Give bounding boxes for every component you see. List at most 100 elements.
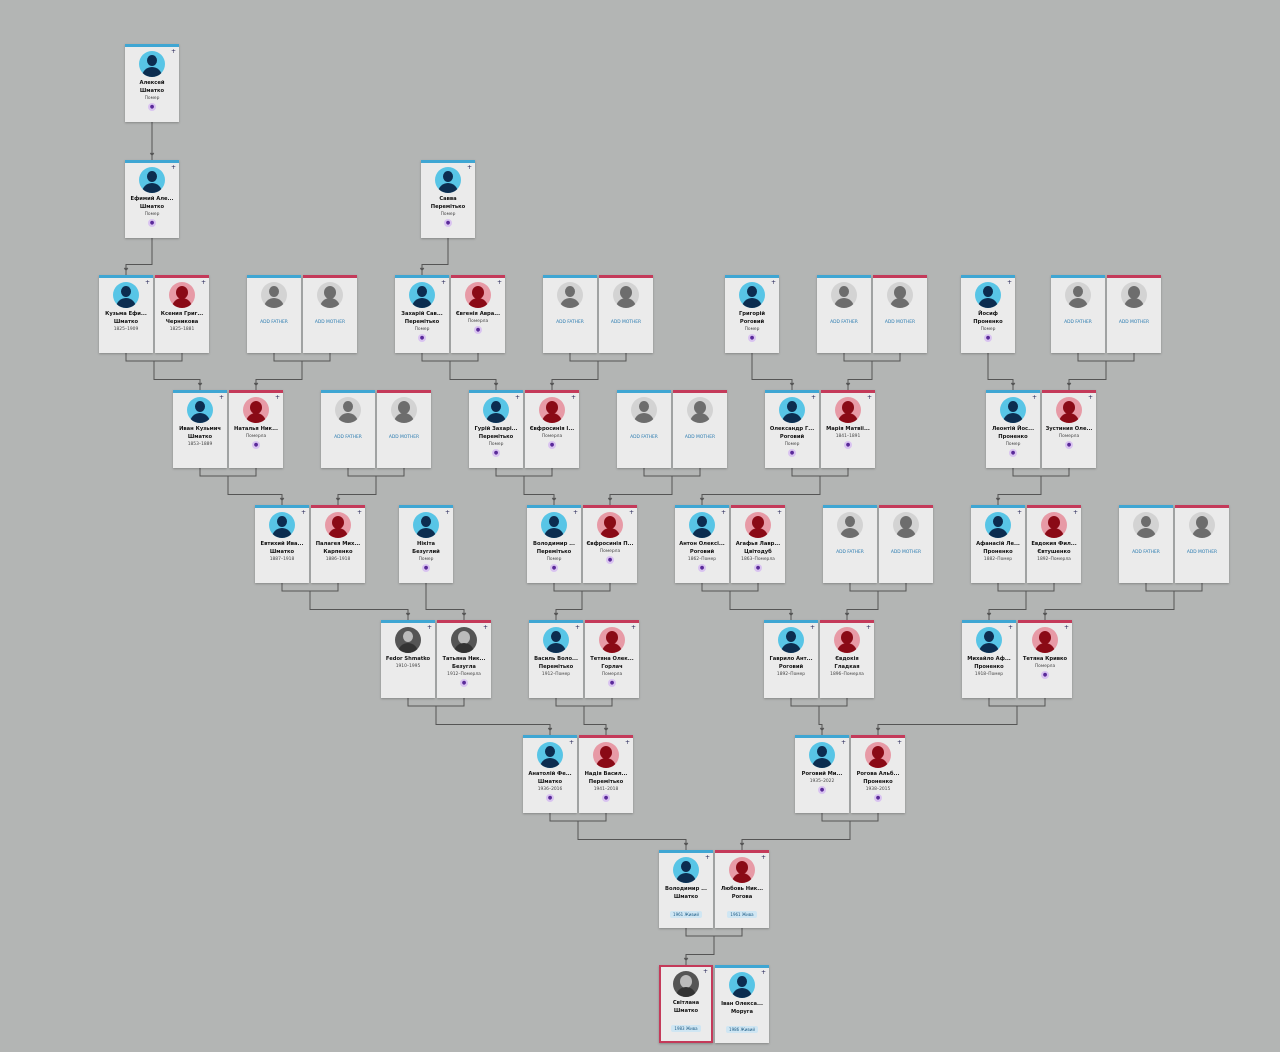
add-mother-card[interactable]: ADD MOTHER [673, 390, 727, 468]
add-relative-icon[interactable]: + [704, 854, 710, 861]
add-father-card[interactable]: ADD FATHER [1051, 275, 1105, 353]
add-relative-icon[interactable]: + [482, 624, 488, 631]
add-relative-icon[interactable]: + [570, 394, 576, 401]
person-card[interactable]: + Кузьма Ефи... Шматко 1825–1909 [99, 275, 153, 353]
person-card[interactable]: + Палагея Мих... Карпенко 1886–1918 [311, 505, 365, 583]
add-relative-icon[interactable]: + [1016, 509, 1022, 516]
person-card[interactable]: + Татьяна Ник... Безугла 1912–Померла ● [437, 620, 491, 698]
person-card[interactable]: + Любовь Ник... Рогова 1961 Жива [715, 850, 769, 928]
add-father-card[interactable]: ADD FATHER [1119, 505, 1173, 583]
add-father-card[interactable]: ADD FATHER [247, 275, 301, 353]
add-mother-card[interactable]: ADD MOTHER [303, 275, 357, 353]
add-father-card[interactable]: ADD FATHER [617, 390, 671, 468]
person-card[interactable]: + Михайло Аф... Проненко 1918–Помер [962, 620, 1016, 698]
add-relative-icon[interactable]: + [630, 624, 636, 631]
person-card[interactable]: + Гурій Захарі... Перемітько Помер ● [469, 390, 523, 468]
add-relative-icon[interactable]: + [440, 279, 446, 286]
add-mother-label[interactable]: ADD MOTHER [1186, 550, 1218, 555]
person-card[interactable]: + Ефимий Але... Шматко Помер ● [125, 160, 179, 238]
add-relative-icon[interactable]: + [356, 509, 362, 516]
add-father-label[interactable]: ADD FATHER [1064, 320, 1092, 325]
person-card[interactable]: + Василь Воло... Перемітько 1912–Помер [529, 620, 583, 698]
person-card[interactable]: + Анатолій Фе... Шматко 1936–2016 ● [523, 735, 577, 813]
person-card[interactable]: + Йосиф Проненко Помер ● [961, 275, 1015, 353]
add-relative-icon[interactable]: + [218, 394, 224, 401]
person-card[interactable]: + Савва Перемітько Помер ● [421, 160, 475, 238]
add-relative-icon[interactable]: + [702, 968, 708, 975]
add-mother-label[interactable]: ADD MOTHER [890, 550, 922, 555]
add-relative-icon[interactable]: + [1087, 394, 1093, 401]
add-mother-label[interactable]: ADD MOTHER [1118, 320, 1150, 325]
add-father-label[interactable]: ADD FATHER [1132, 550, 1160, 555]
add-relative-icon[interactable]: + [574, 624, 580, 631]
add-relative-icon[interactable]: + [514, 394, 520, 401]
person-card[interactable]: + Нікіта Безуглий Помер ● [399, 505, 453, 583]
add-father-label[interactable]: ADD FATHER [334, 435, 362, 440]
add-relative-icon[interactable]: + [896, 739, 902, 746]
person-card[interactable]: + Надія Васил... Перемітько 1941–2018 ● [579, 735, 633, 813]
add-relative-icon[interactable]: + [628, 509, 634, 516]
add-relative-icon[interactable]: + [300, 509, 306, 516]
person-card[interactable]: + Fedor Shmatko 1910–1995 [381, 620, 435, 698]
add-mother-label[interactable]: ADD MOTHER [684, 435, 716, 440]
add-relative-icon[interactable]: + [760, 854, 766, 861]
add-relative-icon[interactable]: + [1031, 394, 1037, 401]
add-relative-icon[interactable]: + [1007, 624, 1013, 631]
add-mother-card[interactable]: ADD MOTHER [1107, 275, 1161, 353]
add-mother-card[interactable]: ADD MOTHER [879, 505, 933, 583]
person-card[interactable]: + Євгенія Авра... Померла ● [451, 275, 505, 353]
add-mother-card[interactable]: ADD MOTHER [599, 275, 653, 353]
add-relative-icon[interactable]: + [809, 624, 815, 631]
add-mother-card[interactable]: ADD MOTHER [377, 390, 431, 468]
add-relative-icon[interactable]: + [496, 279, 502, 286]
add-father-label[interactable]: ADD FATHER [830, 320, 858, 325]
person-card[interactable]: + Євдокія Гладкая 1896–Померла [820, 620, 874, 698]
add-father-label[interactable]: ADD FATHER [260, 320, 288, 325]
add-father-label[interactable]: ADD FATHER [556, 320, 584, 325]
person-card[interactable]: + Володимир ... Перемітько Помер ● [527, 505, 581, 583]
add-mother-label[interactable]: ADD MOTHER [884, 320, 916, 325]
person-card[interactable]: + Антон Олексі... Роговий 1862–Помер ● [675, 505, 729, 583]
person-card[interactable]: + Захарій Сав... Перемітько Помер ● [395, 275, 449, 353]
person-card[interactable]: + Алексей Шматко Помер ● [125, 44, 179, 122]
add-relative-icon[interactable]: + [770, 279, 776, 286]
add-father-card[interactable]: ADD FATHER [817, 275, 871, 353]
add-relative-icon[interactable]: + [274, 394, 280, 401]
add-relative-icon[interactable]: + [568, 739, 574, 746]
person-card[interactable]: + Олександр Г... Роговий Помер ● [765, 390, 819, 468]
person-card[interactable]: + Володимир ... Шматко 1961 Живий [659, 850, 713, 928]
person-card[interactable]: + Іван Олекса... Моруга 1986 Живий [715, 965, 769, 1043]
person-card[interactable]: + Иван Кузьмич Шматко 1853–1889 [173, 390, 227, 468]
person-card[interactable]: + Евтихий Ива... Шматко 1887–1918 [255, 505, 309, 583]
person-card[interactable]: + Зустиния Оле... Померла ● [1042, 390, 1096, 468]
add-father-card[interactable]: ADD FATHER [543, 275, 597, 353]
add-relative-icon[interactable]: + [1072, 509, 1078, 516]
person-card[interactable]: + Євфросинія П... Померла ● [583, 505, 637, 583]
add-relative-icon[interactable]: + [144, 279, 150, 286]
add-mother-card[interactable]: ADD MOTHER [1175, 505, 1229, 583]
add-relative-icon[interactable]: + [776, 509, 782, 516]
person-card[interactable]: + Рогова Альб... Проненко 1938–2015 ● [851, 735, 905, 813]
add-mother-label[interactable]: ADD MOTHER [388, 435, 420, 440]
add-relative-icon[interactable]: + [720, 509, 726, 516]
add-mother-label[interactable]: ADD MOTHER [610, 320, 642, 325]
add-relative-icon[interactable]: + [572, 509, 578, 516]
add-father-label[interactable]: ADD FATHER [630, 435, 658, 440]
add-father-label[interactable]: ADD FATHER [836, 550, 864, 555]
person-card[interactable]: + Евдокия Фил... Євтушенко 1892–Померла [1027, 505, 1081, 583]
person-card[interactable]: + Марія Матвіі... 1841–1891 ● [821, 390, 875, 468]
add-relative-icon[interactable]: + [466, 164, 472, 171]
add-relative-icon[interactable]: + [1063, 624, 1069, 631]
add-relative-icon[interactable]: + [426, 624, 432, 631]
add-relative-icon[interactable]: + [810, 394, 816, 401]
add-mother-card[interactable]: ADD MOTHER [873, 275, 927, 353]
person-card[interactable]: + Наталья Ник... Померла ● [229, 390, 283, 468]
person-card[interactable]: + Ксения Григ... Черникова 1825–1881 [155, 275, 209, 353]
add-relative-icon[interactable]: + [170, 48, 176, 55]
add-relative-icon[interactable]: + [865, 624, 871, 631]
person-card[interactable]: + Григорій Роговий Помер ● [725, 275, 779, 353]
add-relative-icon[interactable]: + [760, 969, 766, 976]
add-relative-icon[interactable]: + [866, 394, 872, 401]
person-card[interactable]: + Тетяна Кривко Померла ● [1018, 620, 1072, 698]
add-mother-label[interactable]: ADD MOTHER [314, 320, 346, 325]
